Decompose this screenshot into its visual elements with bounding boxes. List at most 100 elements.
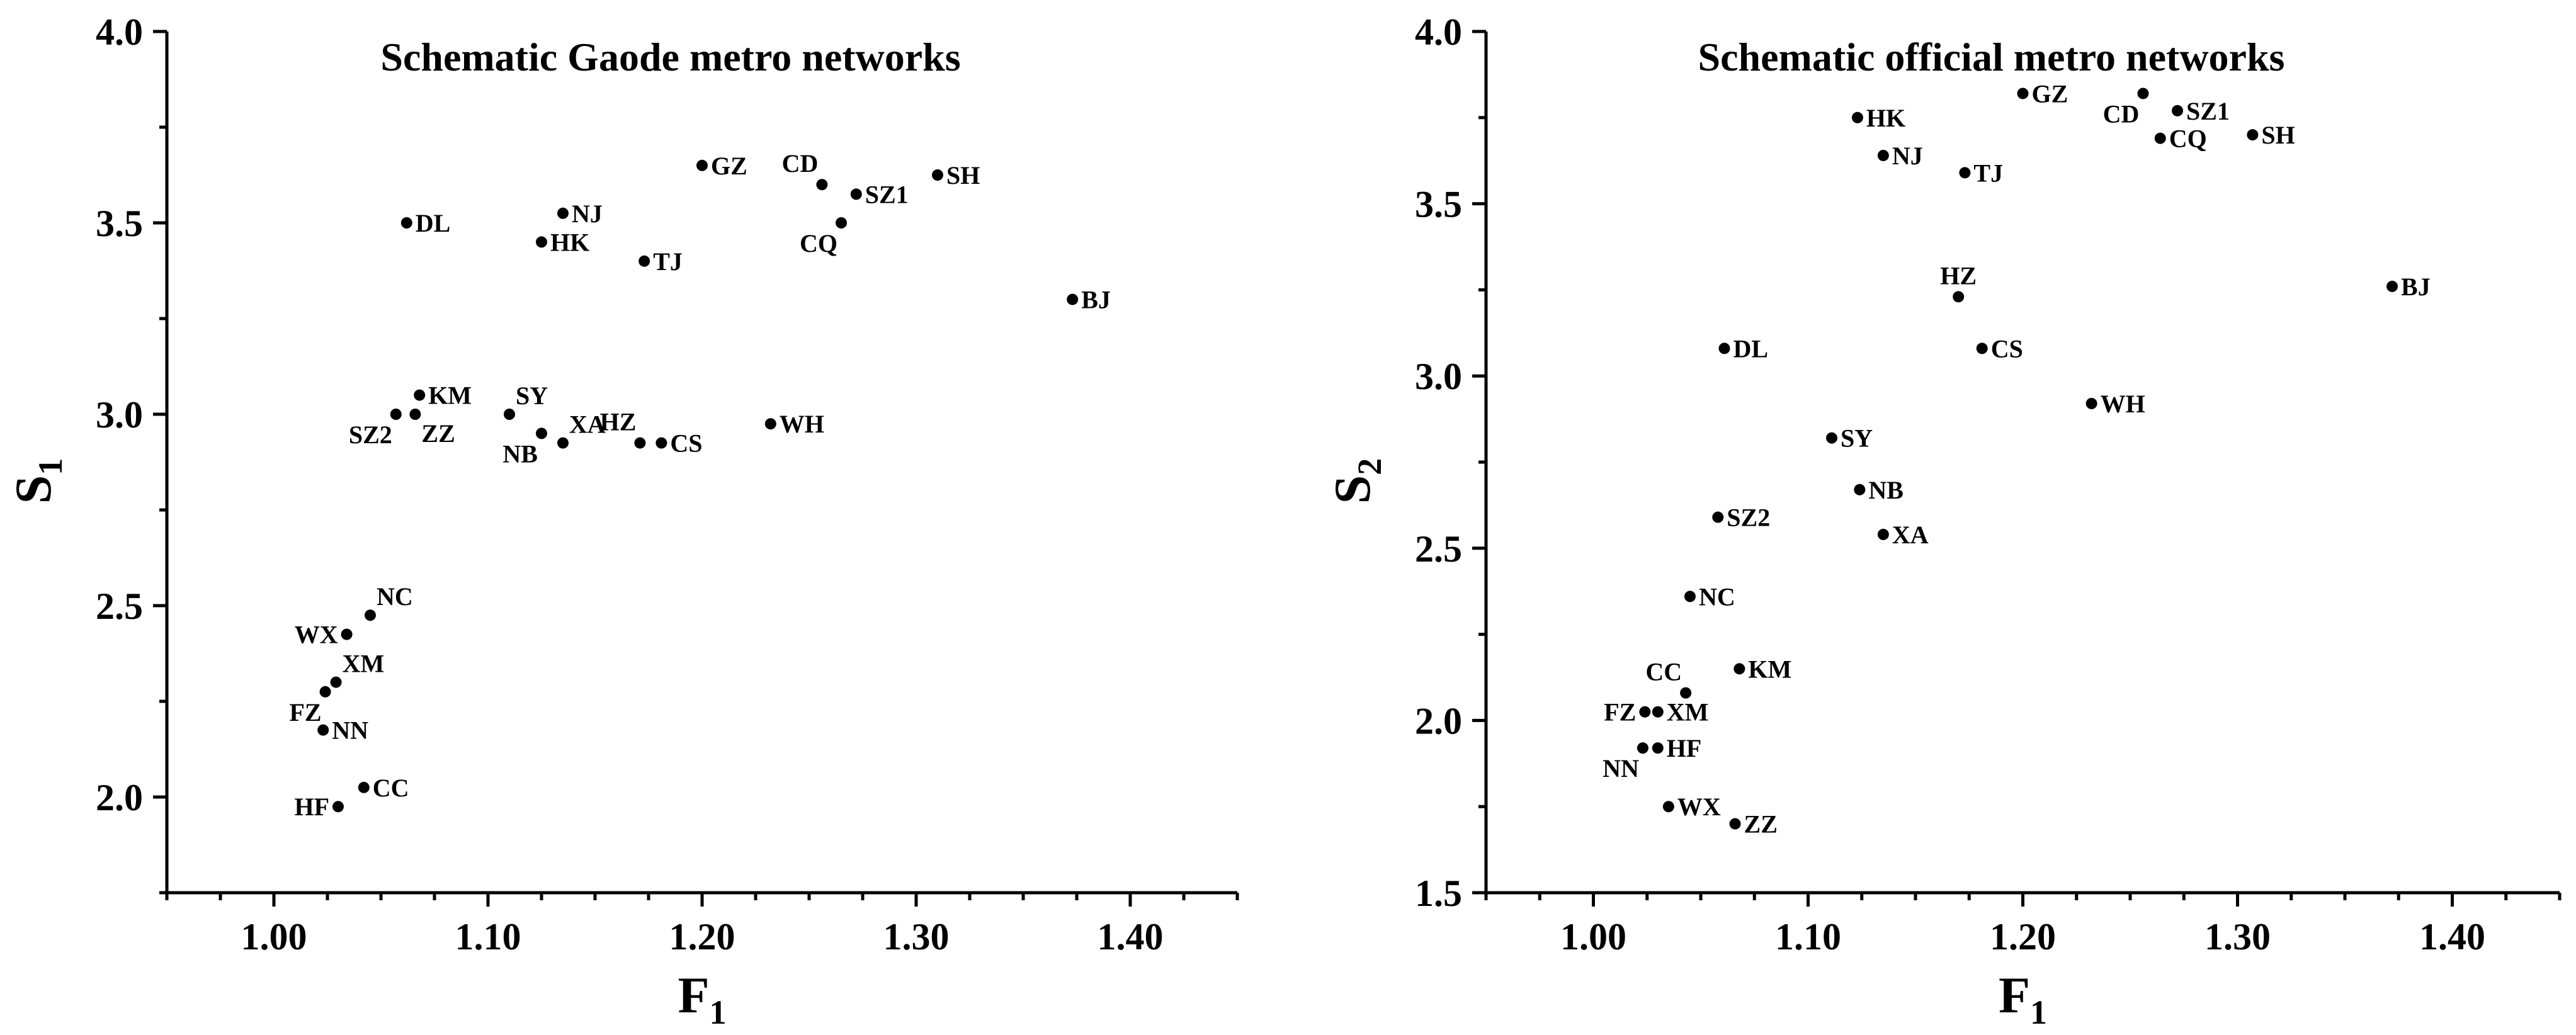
data-point-nc bbox=[1684, 591, 1696, 602]
data-point-fz bbox=[1639, 706, 1651, 718]
y-tick-label: 2.5 bbox=[96, 585, 143, 627]
point-label-hz: HZ bbox=[600, 408, 637, 436]
y-axis-title-main: S bbox=[1324, 475, 1381, 504]
data-point-nj bbox=[1877, 149, 1889, 161]
y-axis-title: S1 bbox=[4, 458, 69, 504]
data-point-sz2 bbox=[390, 409, 402, 420]
data-point-cq bbox=[2154, 132, 2166, 144]
data-point-nn bbox=[317, 724, 329, 736]
y-axis-title: S2 bbox=[1324, 458, 1388, 504]
x-tick-label: 1.10 bbox=[455, 916, 521, 958]
y-tick-label: 2.5 bbox=[1415, 528, 1462, 570]
point-label-wh: WH bbox=[780, 410, 824, 438]
data-point-gz bbox=[2017, 88, 2029, 99]
data-point-cc bbox=[358, 781, 370, 793]
data-point-hf bbox=[1652, 742, 1664, 754]
x-axis-title: F1 bbox=[678, 966, 726, 1031]
x-axis-title-subscript: 1 bbox=[710, 993, 727, 1031]
point-label-km: KM bbox=[1748, 655, 1791, 683]
point-label-wx: WX bbox=[1677, 793, 1721, 821]
point-label-gz: GZ bbox=[711, 152, 747, 180]
point-label-xm: XM bbox=[343, 650, 385, 678]
point-label-cc: CC bbox=[373, 774, 409, 802]
point-label-sh: SH bbox=[2261, 121, 2295, 149]
point-label-sz2: SZ2 bbox=[1727, 504, 1770, 532]
point-label-nj: NJ bbox=[572, 200, 603, 228]
point-label-nc: NC bbox=[377, 582, 413, 611]
x-tick-label: 1.40 bbox=[1098, 916, 1164, 958]
y-tick-label: 3.5 bbox=[1415, 184, 1462, 225]
y-tick-label: 3.0 bbox=[1415, 356, 1462, 397]
point-label-tj: TJ bbox=[1973, 159, 2003, 187]
point-label-hz: HZ bbox=[1940, 261, 1977, 290]
point-label-nj: NJ bbox=[1892, 142, 1923, 170]
x-tick-label: 1.00 bbox=[241, 916, 307, 958]
point-label-cq: CQ bbox=[2169, 125, 2207, 153]
point-label-xm: XM bbox=[1667, 698, 1709, 727]
chart-title: Schematic Gaode metro networks bbox=[380, 35, 960, 79]
x-tick-label: 1.00 bbox=[1560, 916, 1626, 958]
data-point-sy bbox=[1826, 432, 1838, 444]
data-point-nb bbox=[1854, 484, 1866, 495]
data-point-km bbox=[1733, 663, 1745, 675]
point-label-zz: ZZ bbox=[421, 419, 455, 448]
data-point-cd bbox=[2137, 88, 2149, 99]
x-tick-label: 1.40 bbox=[2419, 916, 2485, 958]
point-label-cd: CD bbox=[2103, 99, 2140, 128]
data-point-cs bbox=[1976, 342, 1988, 354]
x-tick-label: 1.20 bbox=[669, 916, 735, 958]
point-label-cq: CQ bbox=[800, 229, 837, 257]
point-label-wx: WX bbox=[295, 621, 338, 649]
y-tick-label: 3.0 bbox=[96, 394, 143, 436]
point-label-cc: CC bbox=[1645, 658, 1682, 686]
data-point-wx bbox=[1662, 801, 1674, 813]
x-tick-label: 1.30 bbox=[883, 916, 950, 958]
point-label-nn: NN bbox=[332, 716, 368, 745]
point-label-hk: HK bbox=[1866, 104, 1905, 132]
data-point-nj bbox=[557, 207, 569, 219]
point-label-wh: WH bbox=[2101, 390, 2145, 418]
data-point-sz1 bbox=[850, 188, 862, 200]
x-axis-title-main: F bbox=[1999, 966, 2030, 1024]
data-point-wx bbox=[341, 628, 353, 640]
point-label-sz1: SZ1 bbox=[865, 180, 909, 208]
x-axis-title: F1 bbox=[1999, 966, 2047, 1031]
point-label-tj: TJ bbox=[653, 247, 683, 276]
y-axis-title-main: S bbox=[4, 475, 62, 504]
data-point-sh bbox=[932, 169, 943, 181]
x-axis-title-main: F bbox=[678, 966, 709, 1024]
point-label-cs: CS bbox=[670, 429, 702, 458]
data-point-dl bbox=[400, 217, 412, 229]
point-label-dl: DL bbox=[1733, 334, 1769, 363]
data-point-hf bbox=[332, 801, 344, 813]
point-label-nn: NN bbox=[1603, 754, 1639, 783]
x-tick-label: 1.30 bbox=[2204, 916, 2271, 958]
point-label-nc: NC bbox=[1699, 582, 1735, 611]
point-label-zz: ZZ bbox=[1744, 810, 1778, 839]
point-label-dl: DL bbox=[416, 209, 451, 237]
chart-title: Schematic official metro networks bbox=[1698, 35, 2285, 79]
data-point-gz bbox=[696, 159, 708, 171]
y-axis-title-subscript: 1 bbox=[31, 458, 69, 475]
data-point-cs bbox=[655, 437, 667, 449]
point-label-sz2: SZ2 bbox=[349, 421, 392, 449]
point-label-hf: HF bbox=[294, 793, 329, 821]
data-point-bj bbox=[2386, 280, 2398, 292]
data-point-nb bbox=[536, 427, 547, 439]
point-label-hf: HF bbox=[1667, 734, 1702, 762]
y-tick-label: 4.0 bbox=[1415, 11, 1462, 53]
point-label-cs: CS bbox=[1991, 334, 2023, 363]
data-point-xa bbox=[1877, 528, 1889, 540]
data-point-nn bbox=[1637, 742, 1648, 754]
data-point-km bbox=[414, 389, 426, 401]
data-point-xm bbox=[330, 676, 342, 688]
chart-1: 1.00 1.10 1.20 1.30 1.40 2.0 2.5 3.0 3.5 4.0 Schem… bbox=[4, 11, 1239, 1031]
x-tick-label: 1.10 bbox=[1775, 916, 1841, 958]
data-point-hk bbox=[1851, 111, 1863, 123]
point-label-sy: SY bbox=[516, 382, 548, 410]
point-label-hk: HK bbox=[550, 228, 589, 256]
point-label-bj: BJ bbox=[2401, 273, 2431, 301]
data-point-tj bbox=[638, 255, 650, 267]
data-point-wh bbox=[764, 418, 776, 430]
